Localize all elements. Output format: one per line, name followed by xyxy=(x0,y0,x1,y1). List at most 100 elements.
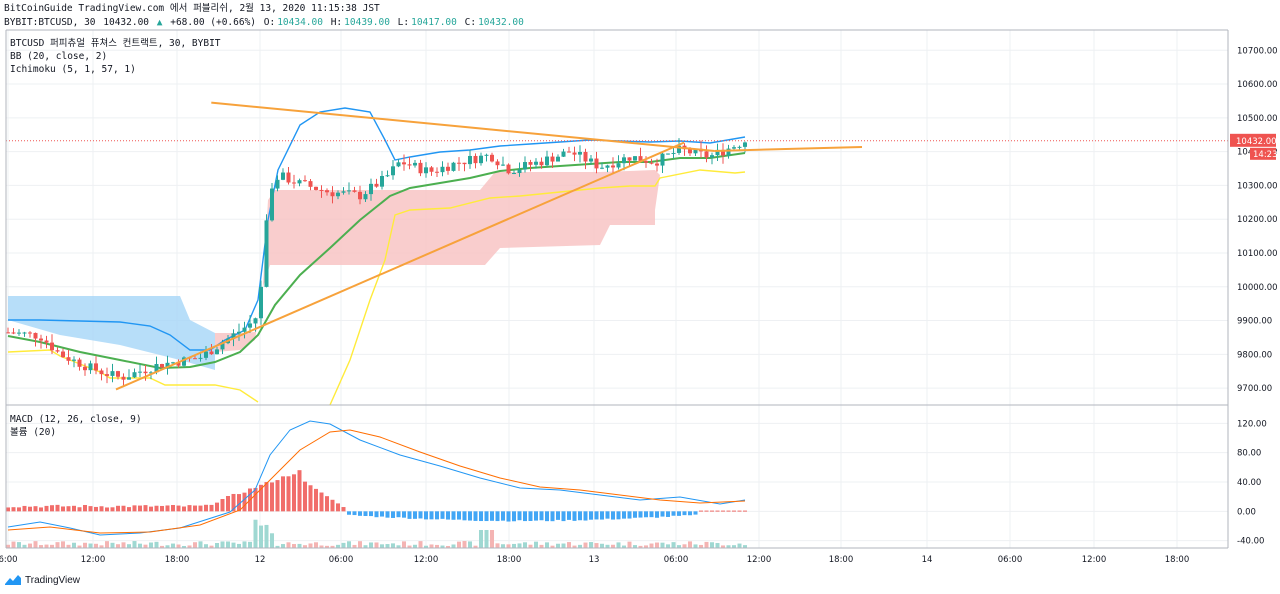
candle-body xyxy=(743,142,747,147)
volume-bar xyxy=(319,545,324,548)
candle-body xyxy=(578,151,582,155)
volume-bar xyxy=(572,545,577,548)
volume-bar xyxy=(83,542,87,548)
volume-bar xyxy=(336,544,340,548)
volume-bar xyxy=(644,545,648,548)
candle-body xyxy=(545,156,549,166)
volume-bar xyxy=(583,542,588,548)
candle-body xyxy=(583,151,588,162)
macd-histogram-bar xyxy=(83,504,87,512)
y-tick-label: 10500.00 xyxy=(1237,114,1278,124)
last-price-label: 10432.00 xyxy=(1236,137,1277,147)
volume-bar xyxy=(369,542,373,548)
x-tick-label: 12:00 xyxy=(81,555,106,565)
macd-histogram-bar xyxy=(116,505,120,512)
volume-bar xyxy=(259,525,263,548)
macd-histogram-bar xyxy=(616,511,621,520)
low-value: 10417.00 xyxy=(411,17,457,28)
macd-histogram-bar xyxy=(204,504,208,512)
volume-bar xyxy=(468,541,472,548)
candle-body xyxy=(589,158,593,162)
candle-body xyxy=(336,192,340,197)
macd-histogram-bar xyxy=(325,496,329,512)
chart-canvas[interactable]: 6:00 12:00 18:00 12 06:00 12:00 18:00 13 06:00 12… xyxy=(0,0,1280,574)
volume-bar xyxy=(77,545,82,548)
candle-body xyxy=(149,372,153,374)
candle-body xyxy=(528,162,533,165)
volume-bar xyxy=(528,544,533,548)
candle-body xyxy=(83,366,87,371)
macd-histogram-bar xyxy=(633,511,637,518)
candle-body xyxy=(484,154,489,156)
macd-histogram-bar xyxy=(413,511,417,519)
volume-bar xyxy=(237,543,241,548)
close-value: 10432.00 xyxy=(478,17,524,28)
candle-body xyxy=(270,188,274,221)
macd-histogram-bar xyxy=(539,511,544,521)
macd-histogram-bar xyxy=(567,511,571,520)
macd-histogram-bar xyxy=(418,511,423,519)
volume-bar xyxy=(462,541,467,548)
candle-body xyxy=(660,153,665,166)
macd-histogram-bar xyxy=(336,503,340,512)
macd-histogram-bar xyxy=(226,496,230,512)
macd-histogram-bar xyxy=(550,511,555,522)
last-price: 10432.00 xyxy=(103,17,150,28)
macd-histogram-bar xyxy=(473,511,478,521)
macd-histogram-bar xyxy=(66,506,71,512)
volume-bar xyxy=(655,542,659,548)
macd-histogram-bar xyxy=(297,470,302,512)
macd-histogram-bar xyxy=(429,511,434,520)
candle-body xyxy=(572,152,577,155)
volume-bar xyxy=(539,544,544,548)
pane-frame xyxy=(5,29,1229,549)
volume-bar xyxy=(429,544,434,548)
macd-histogram-bar xyxy=(242,492,247,512)
volume-bar xyxy=(182,545,186,548)
macd-histogram-bar xyxy=(61,506,65,512)
candle-body xyxy=(418,162,423,174)
macd-histogram-bar xyxy=(600,511,604,520)
candle-body xyxy=(611,165,615,168)
volume-bar xyxy=(446,545,450,548)
volume-bar xyxy=(666,544,670,548)
volume-bar xyxy=(473,545,478,548)
macd-histogram-bar xyxy=(231,493,236,512)
candle-body xyxy=(732,147,736,149)
candle-body xyxy=(341,191,346,193)
candle-body xyxy=(655,163,659,166)
macd-tick-label: 40.00 xyxy=(1237,478,1261,488)
trendline-lower[interactable] xyxy=(115,141,685,391)
candle-body xyxy=(550,156,555,162)
y-tick-label: 10200.00 xyxy=(1237,215,1278,225)
macd-histogram-bar xyxy=(495,511,500,522)
candle-body xyxy=(435,171,439,173)
volume-bar xyxy=(374,542,379,548)
volume-bar xyxy=(149,542,153,548)
volume-bar xyxy=(352,544,357,548)
macd-histogram-bar xyxy=(176,505,181,512)
volume-bar xyxy=(127,544,131,548)
volume-bar xyxy=(402,541,406,548)
trendline-upper[interactable] xyxy=(211,101,715,152)
volume-bar xyxy=(204,544,208,548)
candle-body xyxy=(77,359,82,367)
candle-body xyxy=(369,183,373,195)
volume-bar xyxy=(44,544,49,548)
candle-body xyxy=(506,164,511,174)
candle-body xyxy=(633,156,637,161)
volume-bar xyxy=(308,543,313,548)
y-tick-label: 10600.00 xyxy=(1237,80,1278,90)
volume-bar xyxy=(721,545,725,548)
macd-histogram-bar xyxy=(528,511,533,521)
macd-histogram-bar xyxy=(534,511,538,521)
y-tick-label: 10700.00 xyxy=(1237,46,1278,56)
candle-body xyxy=(468,155,472,165)
macd-histogram-bar xyxy=(726,510,731,512)
volume-bar xyxy=(556,543,560,548)
candle-body xyxy=(347,190,351,192)
candle-body xyxy=(616,163,621,168)
macd-histogram-bar xyxy=(28,506,32,512)
trendlines[interactable] xyxy=(115,101,863,391)
candle-body xyxy=(380,175,384,187)
